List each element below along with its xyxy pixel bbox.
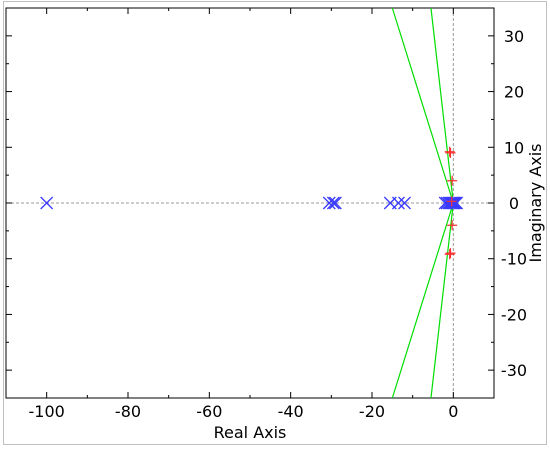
pole-marker — [328, 196, 342, 210]
locus-branch-line — [391, 7, 454, 204]
outer-border — [3, 1, 547, 445]
pole-marker — [450, 196, 464, 210]
x-tick-label: -100 — [29, 402, 65, 421]
y-axis-ticks: -30 -20 -10 0 10 20 30 — [6, 7, 527, 399]
pole-marker — [446, 196, 460, 210]
y-tick-label: -20 — [501, 305, 527, 324]
y-axis-title: Imaginary Axis — [526, 144, 545, 263]
y-tick-label: -30 — [501, 361, 527, 380]
pole-marker — [398, 196, 411, 210]
x-tick-label: -60 — [196, 402, 222, 421]
pole-marker — [391, 196, 405, 210]
zero-marker — [446, 196, 457, 207]
x-tick-label: -80 — [115, 402, 141, 421]
locus-branch-line — [430, 7, 454, 204]
locus-branch-line — [430, 202, 454, 399]
locus-lines — [391, 7, 454, 399]
x-axis-ticks: -100 -80 -60 -40 -20 0 — [5, 8, 495, 421]
zero-marker — [447, 175, 458, 186]
x-tick-label: 0 — [448, 402, 458, 421]
pole-marker — [326, 196, 340, 210]
x-axis-title: Real Axis — [214, 423, 287, 442]
y-tick-label: 30 — [504, 27, 524, 46]
zero-marker — [445, 147, 456, 158]
zero-marker — [445, 248, 456, 259]
y-tick-label: 20 — [504, 83, 524, 102]
y-tick-label: 0 — [509, 194, 519, 213]
plot-area — [5, 7, 495, 399]
y-tick-label: 10 — [504, 138, 524, 157]
pole-marker — [322, 196, 336, 210]
zero-marker — [447, 220, 458, 231]
locus-branch-line — [391, 202, 454, 399]
pole-marker — [447, 196, 461, 210]
x-tick-label: -40 — [278, 402, 304, 421]
zero-marker — [444, 146, 455, 157]
pole-marker — [444, 196, 457, 210]
y-tick-label: -10 — [501, 250, 527, 269]
pole-markers — [40, 196, 464, 210]
zero-markers — [444, 146, 458, 260]
x-tick-label: -20 — [359, 402, 385, 421]
zero-marker — [444, 249, 455, 260]
pole-marker — [40, 196, 54, 210]
